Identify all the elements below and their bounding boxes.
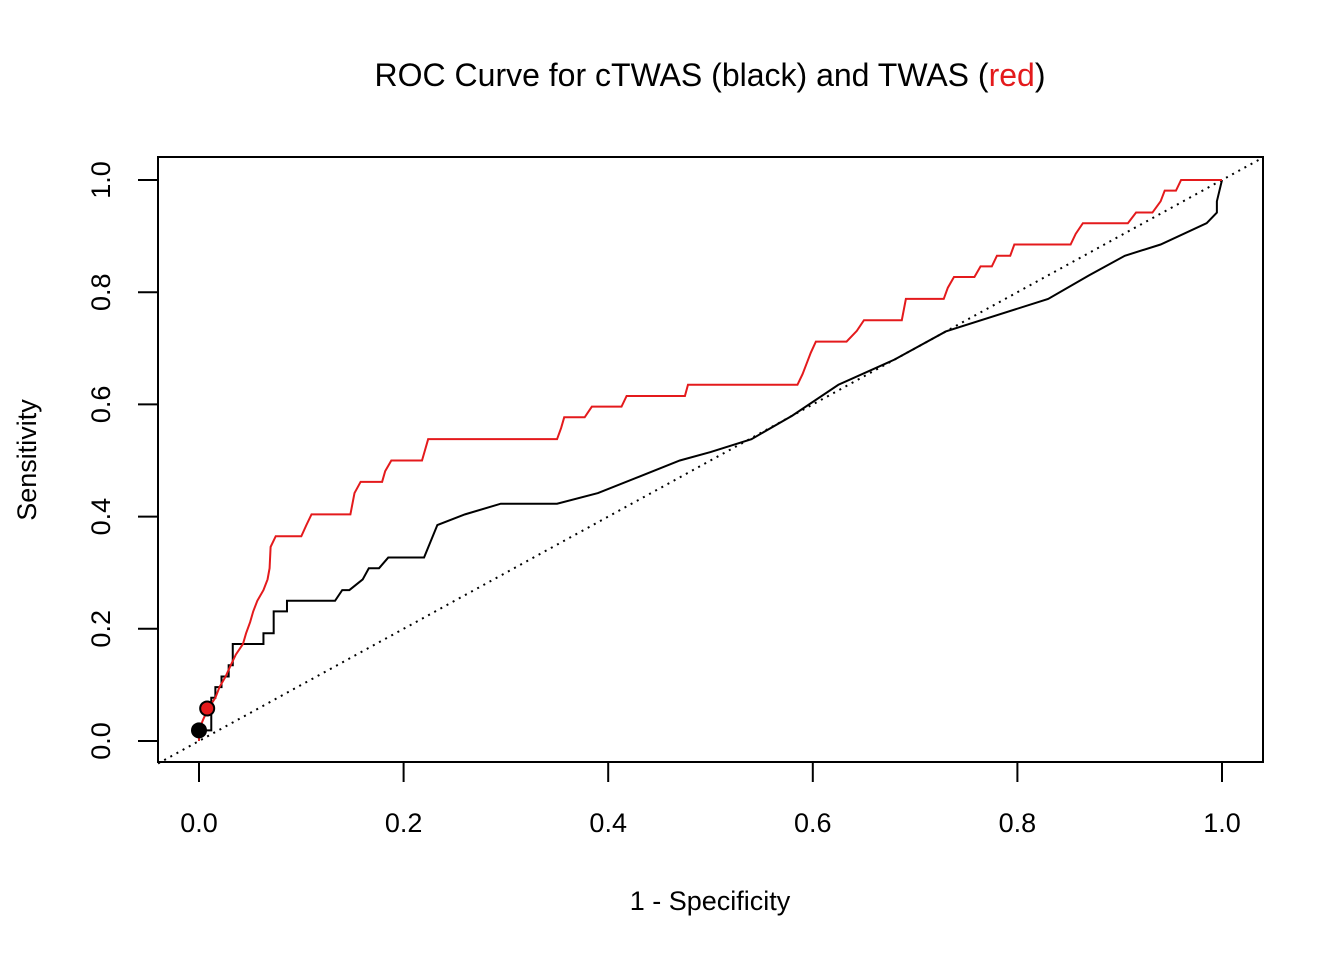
y-tick-label: 0.2 xyxy=(86,610,116,648)
title-prefix: ROC Curve for cTWAS (black) and TWAS ( xyxy=(375,57,989,93)
x-tick-label: 1.0 xyxy=(1203,808,1241,838)
twas-threshold-point xyxy=(199,700,216,717)
x-tick-label: 0.8 xyxy=(999,808,1037,838)
plot-area xyxy=(157,156,1264,765)
plot-frame xyxy=(157,156,1264,763)
x-tick-label: 0.6 xyxy=(794,808,832,838)
twas-roc-line xyxy=(198,179,1222,741)
chart-title: ROC Curve for cTWAS (black) and TWAS (re… xyxy=(375,57,1046,93)
x-axis: 0.0 0.2 0.4 0.6 0.8 1.0 xyxy=(180,762,1241,838)
x-axis-label: 1 - Specificity xyxy=(630,886,791,916)
y-tick-label: 1.0 xyxy=(86,161,116,199)
ctwas-threshold-point xyxy=(191,722,207,739)
y-axis-label: Sensitivity xyxy=(12,399,42,521)
x-tick-label: 0.0 xyxy=(180,808,218,838)
y-tick-label: 0.4 xyxy=(86,498,116,536)
title-suffix: ) xyxy=(1035,57,1046,93)
y-tick-label: 0.8 xyxy=(86,273,116,311)
y-tick-label: 0.0 xyxy=(86,722,116,760)
y-axis: 0.0 0.2 0.4 0.6 0.8 1.0 xyxy=(86,161,158,760)
y-tick-label: 0.6 xyxy=(86,386,116,424)
title-highlight: red xyxy=(989,57,1035,93)
x-tick-label: 0.4 xyxy=(589,808,627,838)
reference-diagonal-line xyxy=(157,156,1264,765)
x-tick-label: 0.2 xyxy=(385,808,423,838)
